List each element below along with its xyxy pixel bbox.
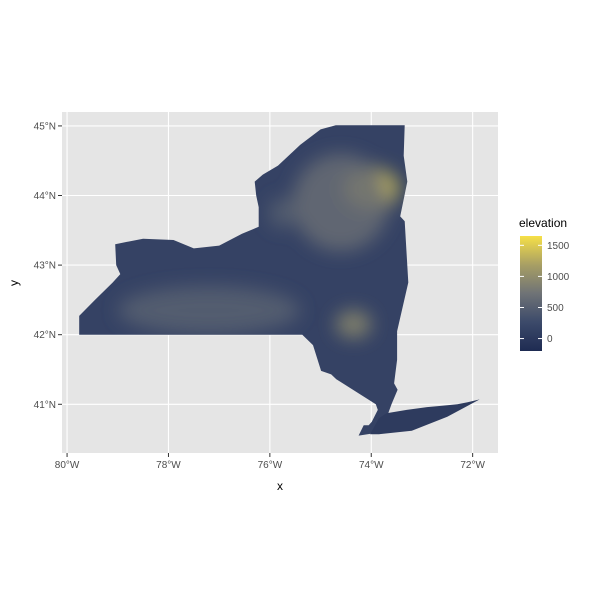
y-axis-title: y [7, 280, 21, 286]
x-tick-label-2: 76°W [258, 460, 283, 471]
x-tick-label-0: 80°W [55, 460, 80, 471]
relief-2 [335, 310, 372, 339]
x-tick-label-4: 72°W [460, 460, 485, 471]
legend-colorbar [520, 236, 542, 351]
elevation-map [79, 125, 480, 436]
legend-label-2: 1000 [547, 272, 570, 283]
legend-label-0: 0 [547, 334, 553, 345]
relief-4 [268, 197, 297, 229]
legend-label-1: 500 [547, 303, 564, 314]
legend-label-3: 1500 [547, 241, 570, 252]
x-tick-label-3: 74°W [359, 460, 384, 471]
y-tick-label-1: 42°N [34, 330, 56, 341]
x-axis-title: x [277, 479, 283, 493]
legend-title: elevation [519, 216, 567, 230]
y-tick-label-4: 45°N [34, 121, 56, 132]
y-tick-label-3: 44°N [34, 191, 56, 202]
relief-3 [117, 285, 301, 335]
elevation-legend: elevation 0 500 1000 1500 [519, 216, 570, 351]
relief-1 [292, 153, 390, 252]
long-island [370, 399, 480, 435]
elevation-relief [117, 153, 400, 339]
y-tick-label-2: 43°N [34, 261, 56, 272]
x-tick-label-1: 78°W [156, 460, 181, 471]
axes: 80°W 78°W 76°W 74°W 72°W 41°N 42°N 43°N 44°N 45°N [34, 121, 486, 471]
y-tick-label-0: 41°N [34, 400, 56, 411]
